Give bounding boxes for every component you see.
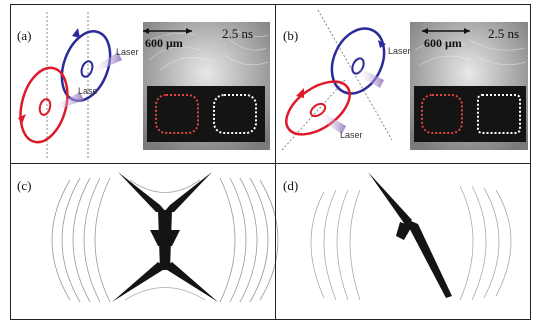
reconnection-structure: [112, 172, 218, 302]
blue-beam-orbit: [330, 27, 386, 95]
scale-label: 600 μm: [145, 36, 183, 50]
red-arrow-icon: [18, 114, 26, 124]
blue-arrow-icon: [378, 40, 386, 48]
reconnection-structure: [368, 172, 452, 298]
arrowhead-icon: [186, 28, 192, 34]
field-lines-right: [459, 185, 512, 301]
laser-beam-upper: [90, 52, 122, 74]
field-lines-center: [124, 179, 206, 301]
white-spot-outline: [477, 94, 521, 134]
red-arrow-icon: [296, 88, 304, 98]
panel-label-b: (b): [283, 28, 299, 43]
time-label: 2.5 ns: [222, 26, 254, 41]
field-lines-left: [310, 189, 361, 301]
panel-label-c: (c): [17, 178, 32, 193]
guide-line: [317, 9, 393, 141]
field-lines-left: [51, 177, 111, 303]
laser-label-lower: Lase: [78, 86, 98, 96]
scale-label: 600 μm: [424, 36, 462, 50]
laser-label-upper: Laser: [116, 47, 139, 57]
laser-label-lower: Laser: [340, 130, 363, 140]
divider-vertical: [275, 4, 276, 320]
blue-beam-spot: [351, 57, 365, 75]
arrowhead-icon: [422, 28, 428, 34]
white-spot-outline: [213, 94, 257, 134]
field-lines-right: [219, 177, 279, 303]
panel-label-a: (a): [17, 28, 32, 43]
laser-beam-upper: [356, 68, 384, 88]
divider-horizontal: [10, 163, 531, 164]
red-beam-spot: [38, 98, 52, 116]
panel-b: [281, 9, 528, 151]
panel-d: [310, 172, 512, 301]
red-spot-outline: [421, 94, 463, 134]
arrowhead-icon: [143, 28, 149, 34]
blue-arrow-icon: [72, 28, 80, 38]
time-label: 2.5 ns: [488, 26, 520, 41]
red-beam-orbit: [19, 66, 69, 144]
red-spot-outline: [155, 94, 199, 134]
panel-label-d: (d): [283, 178, 299, 193]
figure-frame: [10, 4, 531, 320]
panel-a: [18, 12, 270, 160]
arrowhead-icon: [464, 28, 470, 34]
laser-beam-lower: [50, 92, 84, 112]
laser-label-upper: Laser: [388, 46, 411, 56]
laser-beam-lower: [318, 112, 346, 134]
panel-c: [51, 172, 279, 303]
